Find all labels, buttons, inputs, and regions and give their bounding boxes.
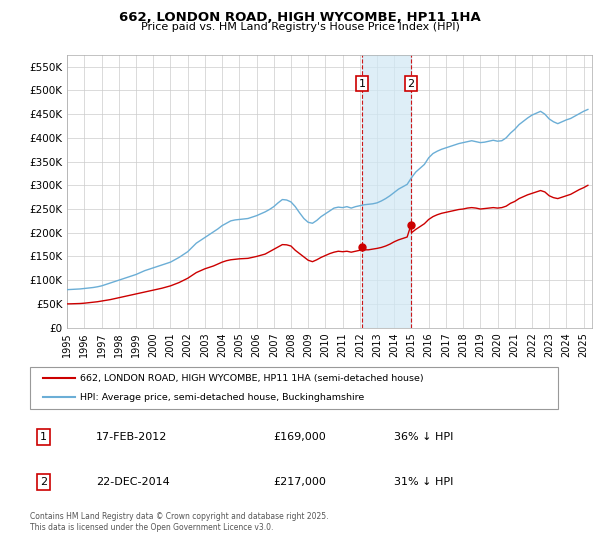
Text: 1: 1 [358, 78, 365, 88]
Text: 2: 2 [40, 477, 47, 487]
Bar [362, 55, 411, 328]
Text: 2: 2 [407, 78, 415, 88]
Text: HPI: Average price, semi-detached house, Buckinghamshire: HPI: Average price, semi-detached house,… [80, 393, 364, 402]
Text: 1: 1 [40, 432, 47, 442]
Text: Contains HM Land Registry data © Crown copyright and database right 2025.
This d: Contains HM Land Registry data © Crown c… [30, 512, 329, 532]
Text: Price paid vs. HM Land Registry's House Price Index (HPI): Price paid vs. HM Land Registry's House … [140, 22, 460, 32]
Text: 662, LONDON ROAD, HIGH WYCOMBE, HP11 1HA (semi-detached house): 662, LONDON ROAD, HIGH WYCOMBE, HP11 1HA… [80, 374, 424, 382]
Text: 662, LONDON ROAD, HIGH WYCOMBE, HP11 1HA: 662, LONDON ROAD, HIGH WYCOMBE, HP11 1HA [119, 11, 481, 24]
Text: £169,000: £169,000 [273, 432, 326, 442]
Text: £217,000: £217,000 [273, 477, 326, 487]
FancyBboxPatch shape [30, 367, 558, 409]
Text: 31% ↓ HPI: 31% ↓ HPI [394, 477, 454, 487]
Text: 36% ↓ HPI: 36% ↓ HPI [394, 432, 454, 442]
Text: 22-DEC-2014: 22-DEC-2014 [96, 477, 170, 487]
Text: 17-FEB-2012: 17-FEB-2012 [96, 432, 167, 442]
